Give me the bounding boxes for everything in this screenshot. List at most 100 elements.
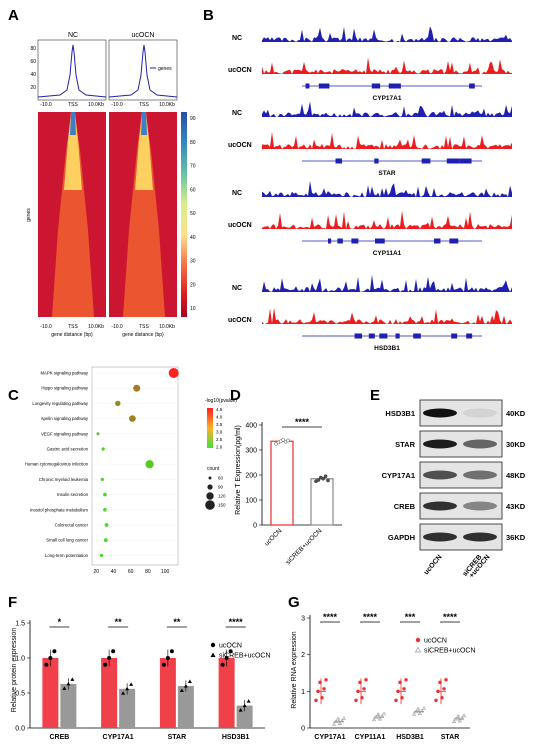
data-point bbox=[323, 474, 328, 479]
blot-band bbox=[423, 470, 457, 480]
ucocn-signal-track bbox=[262, 131, 512, 149]
legend-label: ucOCN bbox=[424, 638, 447, 645]
pathway-label: MAPK signaling pathway bbox=[40, 371, 88, 376]
pvalue-tick: 2.0 bbox=[216, 445, 223, 450]
data-point bbox=[402, 687, 406, 691]
heatmap-ucocn-hot bbox=[135, 112, 153, 190]
heatmap-x-ticks: -10.0 TSS 10.0Kb -10.0 TSS 10.0Kb bbox=[40, 324, 175, 330]
panel-label-d: D bbox=[230, 387, 241, 404]
data-point bbox=[341, 715, 347, 720]
panel-d-ylabel: Relative T Expression(pg/ml) bbox=[235, 425, 242, 515]
y-tick: 80 bbox=[30, 46, 36, 52]
panel-g: Relative RNA expression 0 1 2 3 **** CYP17A1 *… bbox=[291, 612, 476, 741]
count-legend-label: 150 bbox=[218, 503, 226, 508]
data-point bbox=[358, 680, 362, 685]
panel-b: NC ucOCN CYP17A1 NC ucOCN STAR NC ucOCN CYP11A1 N… bbox=[228, 26, 512, 352]
legend-marker bbox=[415, 637, 421, 643]
category-label: STAR bbox=[168, 734, 187, 741]
data-point bbox=[322, 687, 326, 691]
data-point bbox=[161, 662, 166, 667]
heatmap-xlabel-nc: gene distance (bp) bbox=[51, 332, 93, 338]
x-tick: 100 bbox=[161, 569, 170, 575]
data-point bbox=[417, 711, 423, 715]
colorbar-ticks: 90 80 70 60 50 40 30 20 10 bbox=[190, 116, 196, 312]
protein-label: STAR bbox=[395, 440, 415, 449]
x-tick: -10.0 bbox=[111, 324, 123, 330]
y-tick: 100 bbox=[245, 498, 257, 505]
pathway-dot bbox=[129, 415, 136, 422]
count-legend-title: count bbox=[207, 466, 220, 472]
pvalue-tick: 3.0 bbox=[216, 430, 223, 435]
legend-marker bbox=[414, 646, 422, 653]
x-tick: 10.0Kb bbox=[88, 324, 104, 330]
gene-name: STAR bbox=[378, 170, 396, 177]
gene-exon bbox=[371, 83, 381, 89]
data-point bbox=[333, 719, 339, 723]
x-tick: 10.0Kb bbox=[159, 102, 175, 108]
ucocn-signal-track bbox=[262, 210, 512, 229]
heatmap-ucocn-peak bbox=[141, 112, 147, 135]
data-point bbox=[375, 712, 381, 717]
data-point bbox=[438, 680, 442, 685]
gene-exon bbox=[454, 158, 460, 164]
y-tick: 1.5 bbox=[15, 621, 25, 628]
data-point bbox=[179, 688, 184, 692]
pathway-labels: MAPK signaling pathway Hippo signaling pa… bbox=[25, 371, 89, 558]
kd-label: 40KD bbox=[506, 409, 526, 418]
data-point bbox=[246, 699, 251, 703]
data-point bbox=[62, 686, 67, 690]
data-point bbox=[339, 718, 345, 723]
data-point bbox=[281, 438, 286, 442]
ucocn-signal-track bbox=[262, 57, 512, 74]
protein-label: GAPDH bbox=[388, 533, 415, 542]
nc-signal-track bbox=[262, 26, 512, 42]
x-tick: TSS bbox=[139, 324, 149, 330]
track-label-nc: NC bbox=[232, 110, 242, 117]
panel-c-x-ticks: 20 40 60 80 100 bbox=[94, 569, 170, 575]
gene-exon bbox=[449, 158, 456, 164]
data-point bbox=[324, 678, 328, 682]
gene-exon bbox=[466, 158, 472, 164]
profile-title-ucocn: ucOCN bbox=[132, 32, 155, 39]
pathway-label: Chronic myeloid leukemia bbox=[39, 477, 89, 482]
gene-exon bbox=[388, 83, 397, 89]
blot-band bbox=[423, 532, 457, 542]
track-label-ucocn: ucOCN bbox=[228, 317, 252, 324]
data-point bbox=[228, 649, 233, 654]
data-point bbox=[362, 687, 366, 691]
count-legend-label: 60 bbox=[218, 476, 224, 481]
count-legend-label: 120 bbox=[218, 494, 226, 499]
gene-name: CYP17A1 bbox=[373, 95, 402, 102]
panel-label-e: E bbox=[370, 387, 380, 404]
x-tick: 80 bbox=[145, 569, 151, 575]
y-tick: 2 bbox=[301, 652, 305, 659]
colorbar-tick: 90 bbox=[190, 116, 196, 122]
pathway-label: Insulin secretion bbox=[57, 492, 89, 497]
pvalue-tick: 2.5 bbox=[216, 437, 223, 442]
gene-exon bbox=[395, 333, 400, 339]
x-tick: 10.0Kb bbox=[159, 324, 175, 330]
data-point bbox=[457, 718, 463, 723]
data-point bbox=[379, 714, 385, 718]
pathway-label: Human cytomegalovirus infection bbox=[25, 462, 89, 467]
data-point bbox=[394, 698, 398, 703]
data-point bbox=[364, 678, 368, 682]
ucocn-signal-track bbox=[262, 307, 512, 324]
track-label-ucocn: ucOCN bbox=[228, 67, 252, 74]
sig-label: ** bbox=[115, 617, 123, 627]
category-label: CREB bbox=[49, 734, 69, 741]
panel-label-c: C bbox=[8, 387, 19, 404]
bar bbox=[119, 688, 136, 728]
data-point bbox=[52, 649, 57, 654]
gene-exon bbox=[379, 333, 388, 339]
blot-band bbox=[423, 501, 457, 511]
data-point bbox=[404, 678, 408, 682]
sig-label: **** bbox=[323, 612, 338, 622]
data-point bbox=[421, 706, 427, 710]
panel-label-b: B bbox=[203, 7, 214, 24]
data-point bbox=[411, 711, 417, 716]
data-point bbox=[373, 714, 379, 719]
y-tick: 3 bbox=[301, 616, 305, 623]
y-tick: 400 bbox=[245, 423, 257, 430]
